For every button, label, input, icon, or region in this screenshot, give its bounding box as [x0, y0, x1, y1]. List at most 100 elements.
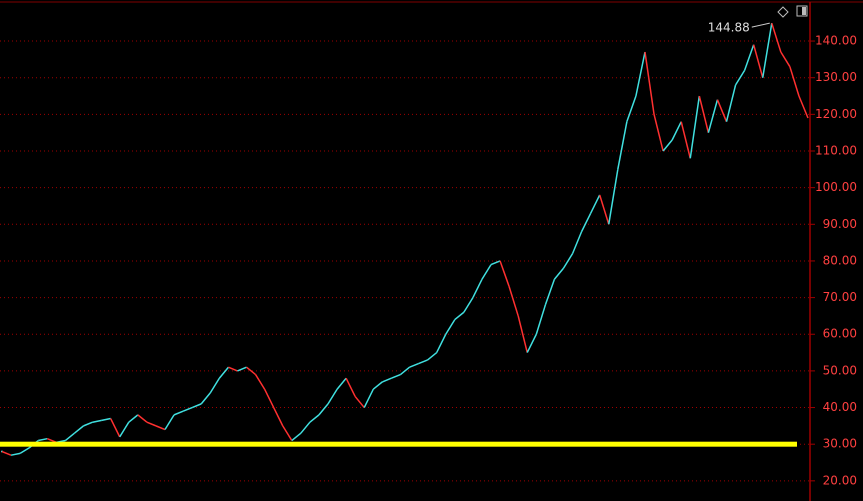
annotation-label: 144.88: [708, 21, 750, 35]
price-segment: [662, 139, 673, 152]
price-segment: [282, 425, 293, 441]
price-segment: [445, 319, 456, 335]
price-segment: [400, 366, 410, 376]
y-tick-label: 70.00: [823, 290, 857, 304]
price-segment: [228, 366, 238, 372]
diamond-icon[interactable]: [777, 6, 789, 18]
y-tick-label: 40.00: [823, 400, 857, 414]
price-segment: [544, 279, 556, 306]
price-segment: [382, 377, 392, 383]
price-segment: [327, 388, 338, 405]
price-segment: [707, 99, 719, 133]
price-segment: [218, 366, 229, 379]
price-segment: [725, 84, 737, 122]
price-segment: [454, 311, 465, 321]
price-segment: [155, 425, 166, 431]
price-segment: [209, 377, 220, 394]
price-segment: [598, 194, 610, 225]
price-segment: [101, 417, 111, 422]
y-tick-label: 100.00: [815, 180, 857, 194]
y-tick-label: 110.00: [815, 143, 857, 157]
y-tick-label: 120.00: [815, 107, 857, 121]
price-segment: [589, 194, 601, 214]
price-segment: [237, 366, 247, 372]
price-segment: [200, 392, 211, 405]
price-segment: [128, 414, 139, 423]
price-segment: [680, 121, 691, 159]
price-segment: [644, 51, 655, 115]
price-segment: [263, 388, 275, 408]
price-segment: [626, 95, 637, 122]
price-segment: [734, 69, 746, 86]
y-tick-label: 90.00: [823, 217, 857, 231]
price-segment: [499, 260, 510, 287]
price-segment: [481, 264, 492, 280]
price-segment: [472, 278, 483, 298]
price-segment: [137, 414, 148, 423]
price-segment: [716, 99, 728, 122]
price-segment: [761, 23, 773, 78]
y-tick-label: 30.00: [823, 437, 857, 451]
price-segment: [83, 421, 93, 427]
price-segment: [173, 410, 184, 416]
price-segment: [617, 121, 628, 170]
price-segment: [535, 304, 547, 335]
price-segment: [752, 44, 764, 78]
price-segment: [64, 432, 75, 442]
price-segment: [164, 414, 175, 430]
y-tick-label: 20.00: [823, 473, 857, 487]
price-segment: [427, 351, 438, 361]
y-tick-label: 130.00: [815, 70, 857, 84]
price-segment: [336, 377, 347, 390]
price-segment: [771, 22, 782, 53]
price-segment: [254, 374, 266, 390]
price-segment: [789, 66, 800, 97]
price-segment: [490, 260, 501, 266]
price-segment: [391, 373, 401, 379]
price-segment: [92, 419, 102, 423]
price-segment: [345, 377, 356, 397]
price-segment: [436, 333, 447, 353]
price-segment: [418, 359, 428, 365]
price-segment: [318, 403, 329, 416]
price-segment: [1, 450, 12, 456]
y-tick-label: 140.00: [815, 34, 857, 48]
price-segment: [571, 231, 583, 254]
price-segment: [273, 407, 284, 427]
price-segment: [689, 95, 701, 159]
panel-icon-fill: [802, 7, 806, 15]
price-segment: [517, 315, 528, 353]
y-tick-label: 80.00: [823, 253, 857, 267]
price-segment: [743, 44, 755, 71]
price-segment: [608, 169, 619, 225]
price-segment: [363, 388, 374, 408]
price-segment: [508, 286, 519, 317]
price-segment: [653, 114, 664, 152]
price-segment: [526, 333, 537, 353]
price-segment: [291, 432, 302, 442]
y-tick-label: 60.00: [823, 327, 857, 341]
price-segment: [635, 51, 646, 97]
price-segment: [19, 447, 30, 454]
price-segment: [580, 212, 592, 232]
price-segment: [354, 396, 365, 409]
price-segment: [798, 95, 809, 119]
panel-icon[interactable]: [796, 5, 808, 17]
price-segment: [191, 403, 202, 409]
annotation-arrow: [751, 22, 770, 28]
price-segment: [182, 406, 193, 412]
level-line: [0, 441, 797, 447]
price-segment: [73, 425, 84, 434]
price-segment: [309, 414, 320, 423]
y-tick-label: 50.00: [823, 363, 857, 377]
price-segment: [671, 121, 682, 141]
price-segment: [780, 51, 791, 68]
price-segment: [553, 267, 565, 280]
price-segment: [463, 297, 474, 313]
price-segment: [119, 421, 130, 438]
price-segment: [38, 437, 48, 442]
price-segment: [562, 253, 574, 269]
price-segment: [372, 381, 383, 390]
